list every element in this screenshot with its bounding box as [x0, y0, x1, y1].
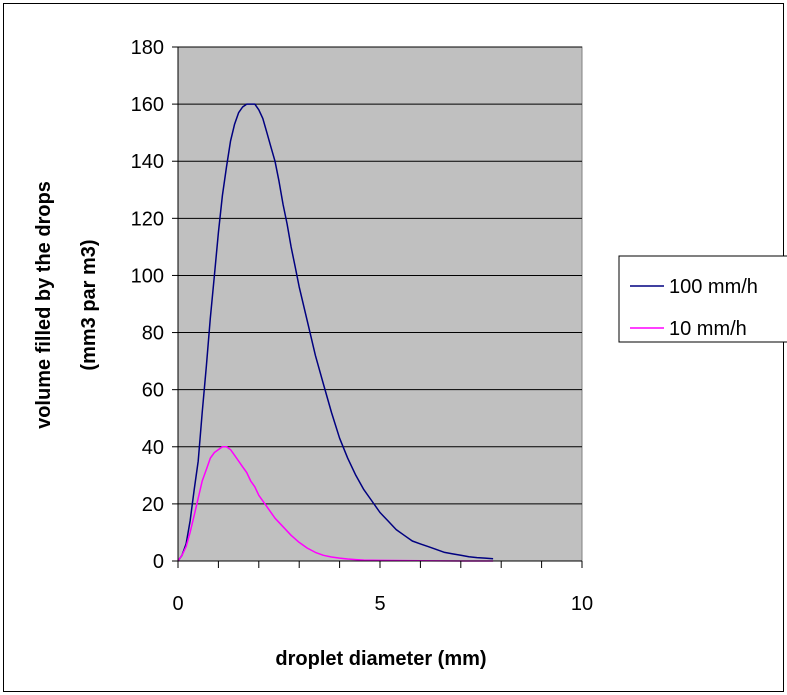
y-tick-label: 160 [131, 94, 164, 116]
x-tick-label: 0 [172, 593, 183, 615]
y-tick-labels: 0 20 40 60 80 100 120 140 160 180 [131, 37, 164, 573]
series-line-100-mm-h [177, 103, 494, 562]
legend: 100 mm/h 10 mm/h [618, 255, 787, 343]
axes [172, 46, 583, 568]
y-tick-label: 60 [142, 380, 164, 402]
legend-label-10mmh: 10 mm/h [669, 318, 747, 340]
y-axis-title-line2: (mm3 par m3) [78, 239, 100, 370]
x-tick-label: 5 [374, 593, 385, 615]
y-tick-label: 80 [142, 323, 164, 345]
y-tick-label: 180 [131, 37, 164, 59]
y-tick-label: 0 [153, 551, 164, 573]
legend-label-100mmh: 100 mm/h [669, 276, 758, 298]
y-tick-label: 140 [131, 151, 164, 173]
y-tick-label: 40 [142, 437, 164, 459]
gridlines [178, 46, 582, 505]
y-axis-title-line1: volume filled by the drops [33, 181, 55, 429]
y-tick-label: 120 [131, 208, 164, 230]
series-line-10-mm-h [177, 446, 494, 562]
x-axis-title: droplet diameter (mm) [275, 648, 486, 670]
y-tick-label: 20 [142, 494, 164, 516]
plot-area [177, 46, 583, 562]
x-tick-label: 10 [571, 593, 593, 615]
series-layer [177, 103, 494, 562]
y-tick-label: 100 [131, 265, 164, 287]
y-axis-title-group: volume filled by the drops (mm3 par m3) [33, 181, 100, 429]
x-tick-labels: 0 5 10 [172, 593, 593, 615]
